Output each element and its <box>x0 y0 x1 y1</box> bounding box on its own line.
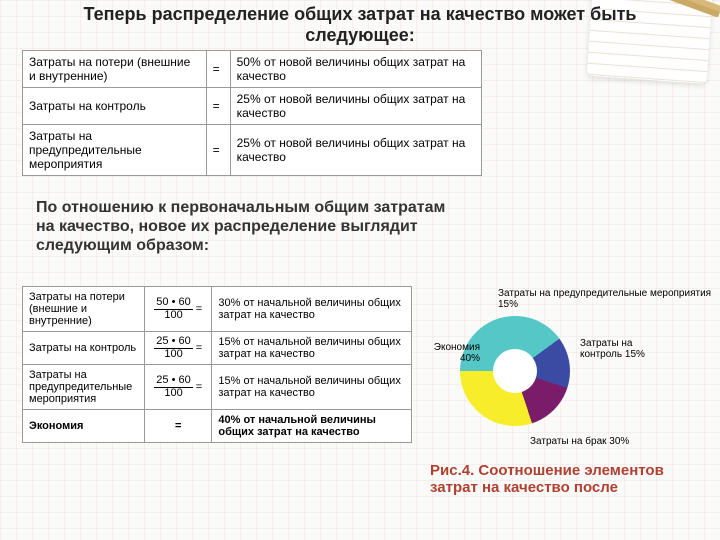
cell-label: Затраты на потери (внешние и внутренние) <box>23 51 207 88</box>
cell-value: 30% от начальной величины общих затрат н… <box>212 287 412 332</box>
cell-label: Затраты на предупредительные мероприятия <box>23 365 145 410</box>
cell-eq: = <box>206 125 230 176</box>
top-title: Теперь распределение общих затрат на кач… <box>40 4 680 46</box>
cell-value: 40% от начальной величины общих затрат н… <box>212 410 412 443</box>
table-row: Затраты на предупредительные мероприятия… <box>23 125 482 176</box>
figure-caption: Рис.4. Соотношение элементов затрат на к… <box>430 462 700 497</box>
table-row: Экономия = 40% от начальной величины общ… <box>23 410 412 443</box>
cell-value: 25% от новой величины общих затрат на ка… <box>230 125 481 176</box>
cell-eq: = <box>206 88 230 125</box>
pie-label-economy: Экономия 40% <box>420 342 480 364</box>
cell-value: 15% от начальной величины общих затрат н… <box>212 332 412 365</box>
cell-eq: = <box>145 410 212 443</box>
pie-label-prevention: Затраты на предупредительные мероприятия… <box>498 288 714 310</box>
pie-chart: Экономия 40% Затраты на предупредительны… <box>430 288 710 458</box>
table-row: Затраты на предупредительные мероприятия… <box>23 365 412 410</box>
cell-label: Экономия <box>23 410 145 443</box>
cell-label: Затраты на контроль <box>23 88 207 125</box>
table-vs-initial: Затраты на потери (внешние и внутренние)… <box>22 286 412 443</box>
cell-formula: 50 • 60 100 = <box>145 287 212 332</box>
cell-value: 50% от новой величины общих затрат на ка… <box>230 51 481 88</box>
cell-formula: 25 • 60 100 = <box>145 365 212 410</box>
cell-value: 25% от новой величины общих затрат на ка… <box>230 88 481 125</box>
table-new-distribution: Затраты на потери (внешние и внутренние)… <box>22 50 482 176</box>
fraction: 25 • 60 100 <box>154 336 192 360</box>
cell-value: 15% от начальной величины общих затрат н… <box>212 365 412 410</box>
pie-label-control: Затраты на контроль 15% <box>580 338 660 360</box>
cell-label: Затраты на контроль <box>23 332 145 365</box>
pie-hole <box>493 349 537 393</box>
pie-label-defect: Затраты на брак 30% <box>530 436 680 447</box>
cell-formula: 25 • 60 100 = <box>145 332 212 365</box>
pie-ring <box>460 316 570 426</box>
table-row: Затраты на потери (внешние и внутренние)… <box>23 287 412 332</box>
table-row: Затраты на потери (внешние и внутренние)… <box>23 51 482 88</box>
mid-paragraph: По отношению к первоначальным общим затр… <box>36 198 456 256</box>
cell-label: Затраты на предупредительные мероприятия <box>23 125 207 176</box>
cell-label: Затраты на потери (внешние и внутренние) <box>23 287 145 332</box>
cell-eq: = <box>206 51 230 88</box>
table-row: Затраты на контроль 25 • 60 100 = 15% от… <box>23 332 412 365</box>
fraction: 50 • 60 100 <box>154 297 192 321</box>
table-row: Затраты на контроль = 25% от новой велич… <box>23 88 482 125</box>
fraction: 25 • 60 100 <box>154 375 192 399</box>
